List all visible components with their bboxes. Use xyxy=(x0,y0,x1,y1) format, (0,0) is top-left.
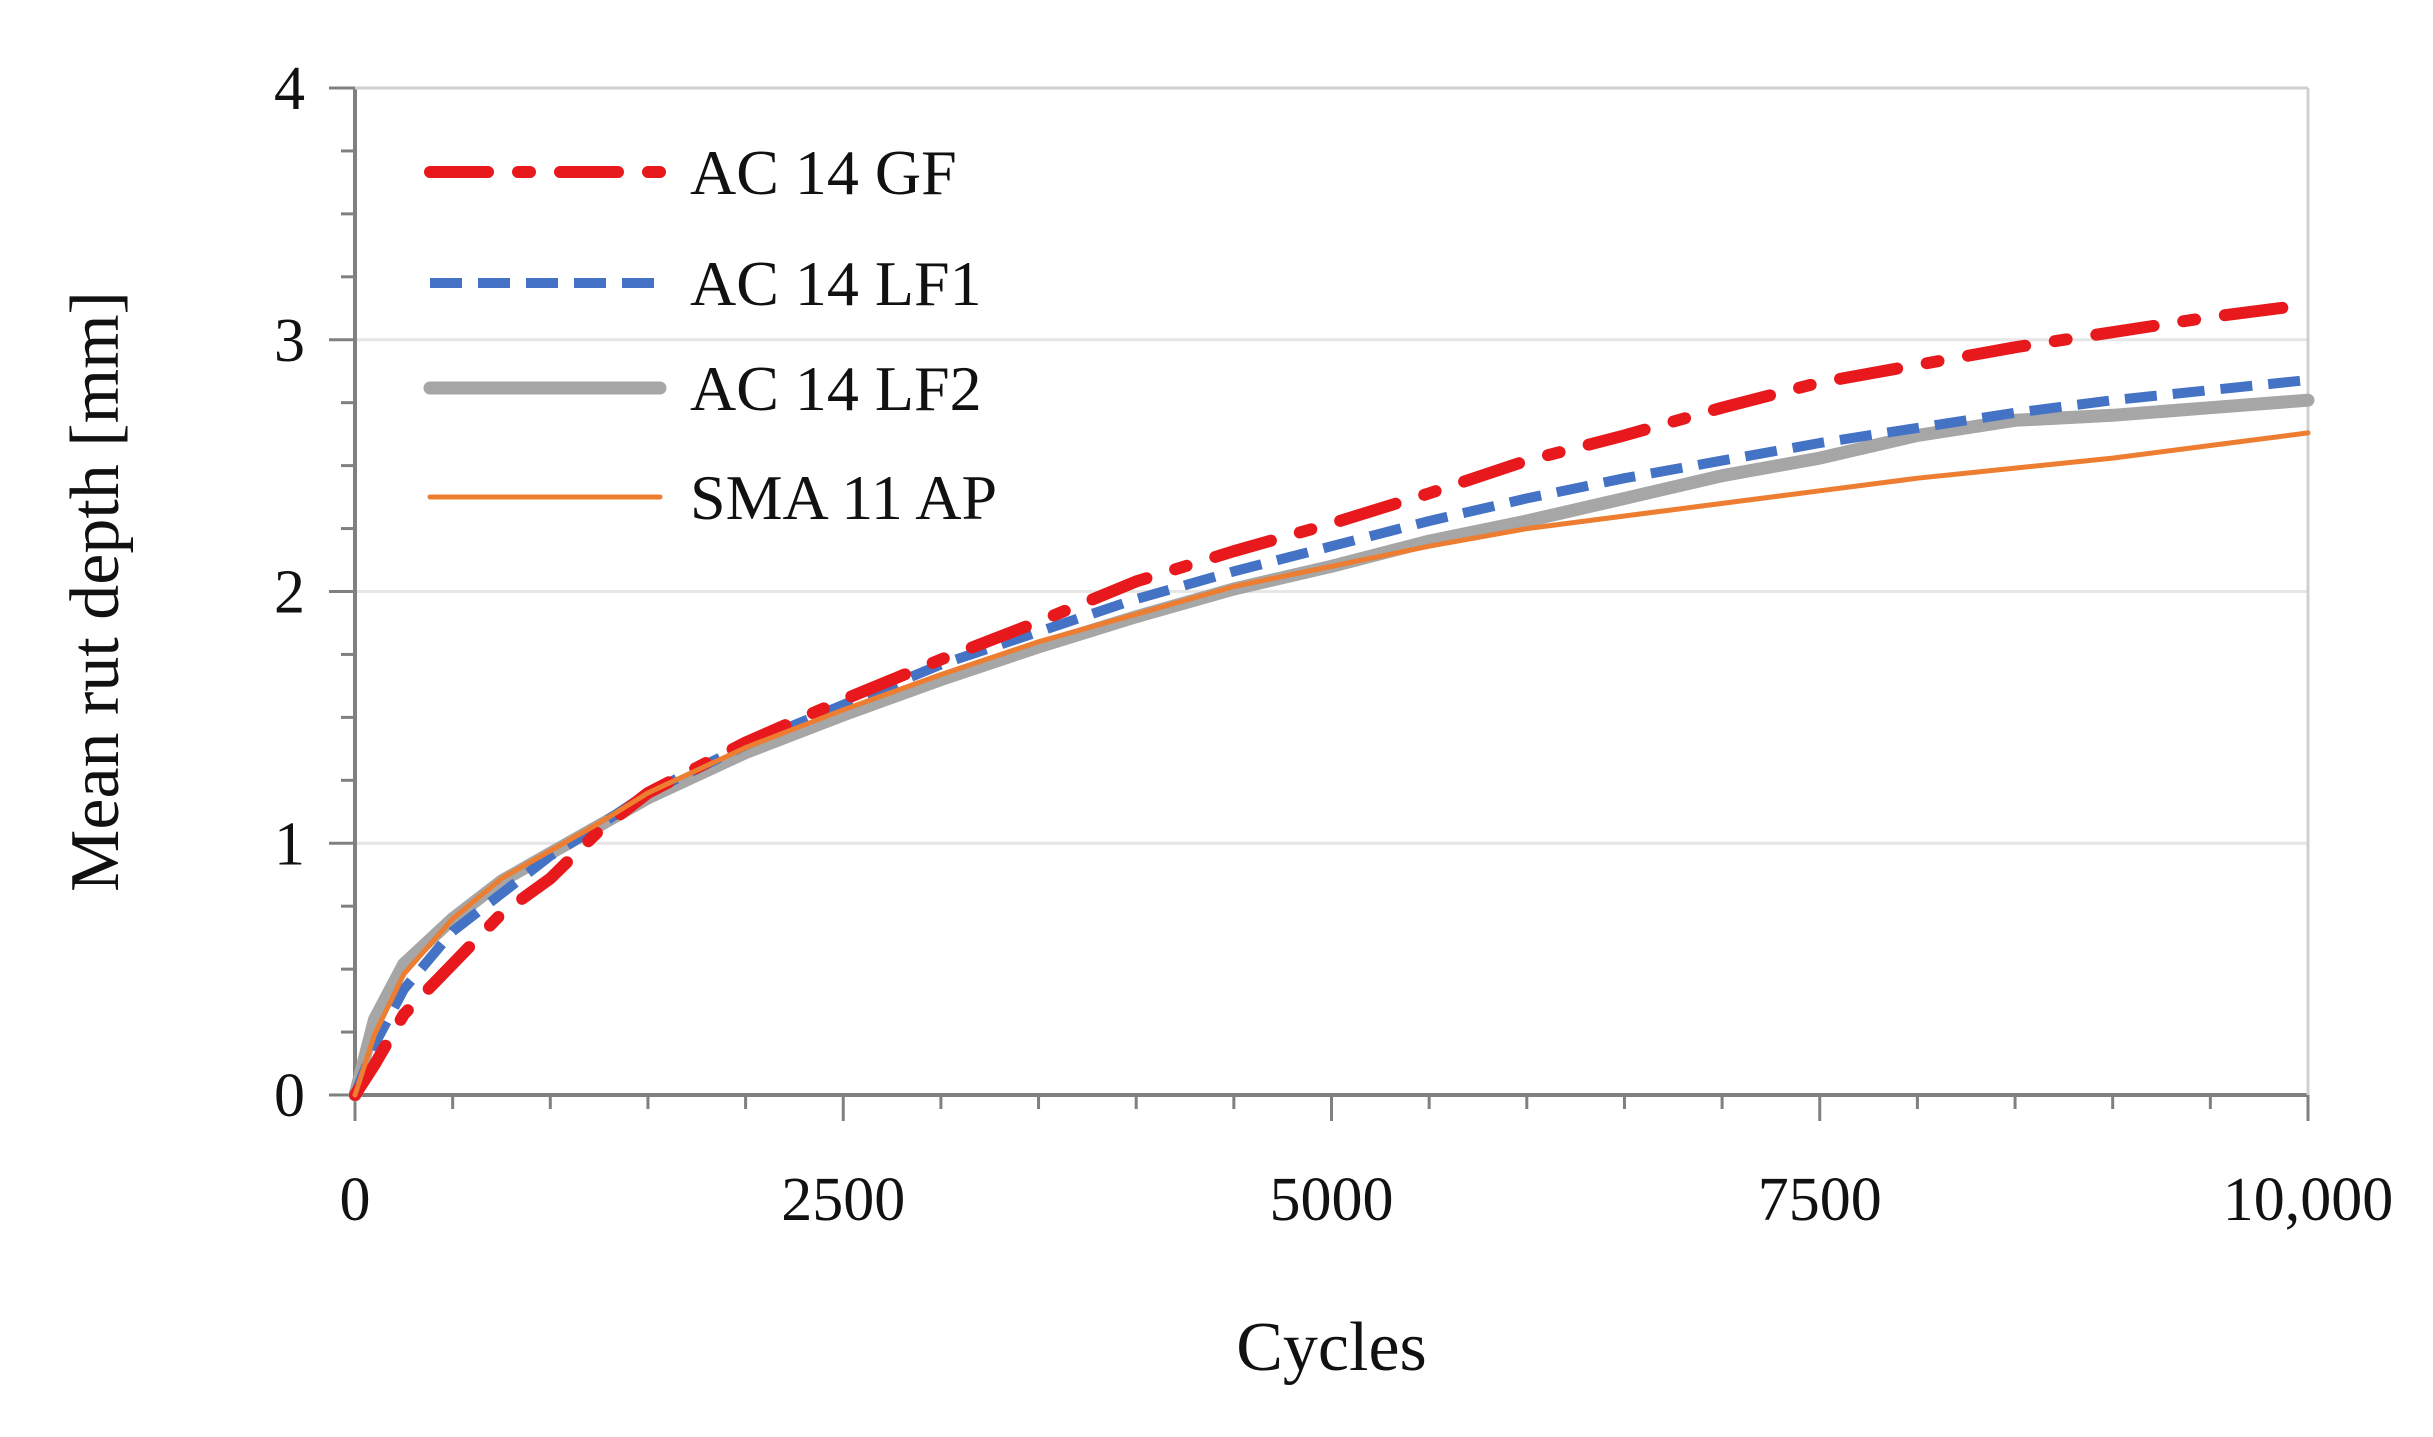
x-tick-label-4: 10,000 xyxy=(2223,1166,2394,1234)
series-line-ac-14-lf1 xyxy=(350,375,2309,1097)
gridlines xyxy=(355,338,2308,845)
legend-label-ac-14-gf: AC 14 GF xyxy=(690,137,957,208)
x-tick-label-3: 7500 xyxy=(1758,1166,1882,1234)
x-axis-title: Cycles xyxy=(1236,1309,1427,1386)
x-tick-label-1: 2500 xyxy=(781,1166,905,1234)
legend-label-sma-11-ap: SMA 11 AP xyxy=(690,462,997,533)
y-tick-label-3: 3 xyxy=(274,307,305,375)
x-tick-label-2: 5000 xyxy=(1270,1166,1394,1234)
legend-label-ac-14-lf2: AC 14 LF2 xyxy=(690,353,982,424)
minor-ticks xyxy=(329,86,2310,1121)
tick-labels: 0 1 2 3 4 0 2500 5000 7500 10,000 xyxy=(274,55,2393,1234)
legend-label-ac-14-lf1: AC 14 LF1 xyxy=(690,248,982,319)
y-tick-label-0: 0 xyxy=(274,1062,305,1130)
y-tick-label-4: 4 xyxy=(274,55,305,123)
y-tick-label-1: 1 xyxy=(274,810,305,878)
y-axis-title: Mean rut depth [mm] xyxy=(57,291,134,892)
y-tick-label-2: 2 xyxy=(274,559,305,627)
series-layer xyxy=(348,298,2315,1102)
x-tick-label-0: 0 xyxy=(340,1166,371,1234)
series-line-ac-14-gf xyxy=(349,298,2314,1101)
series-line-sma-11-ap xyxy=(352,430,2311,1098)
legend: AC 14 GF AC 14 LF1 AC 14 LF2 SMA 11 AP xyxy=(423,137,997,533)
